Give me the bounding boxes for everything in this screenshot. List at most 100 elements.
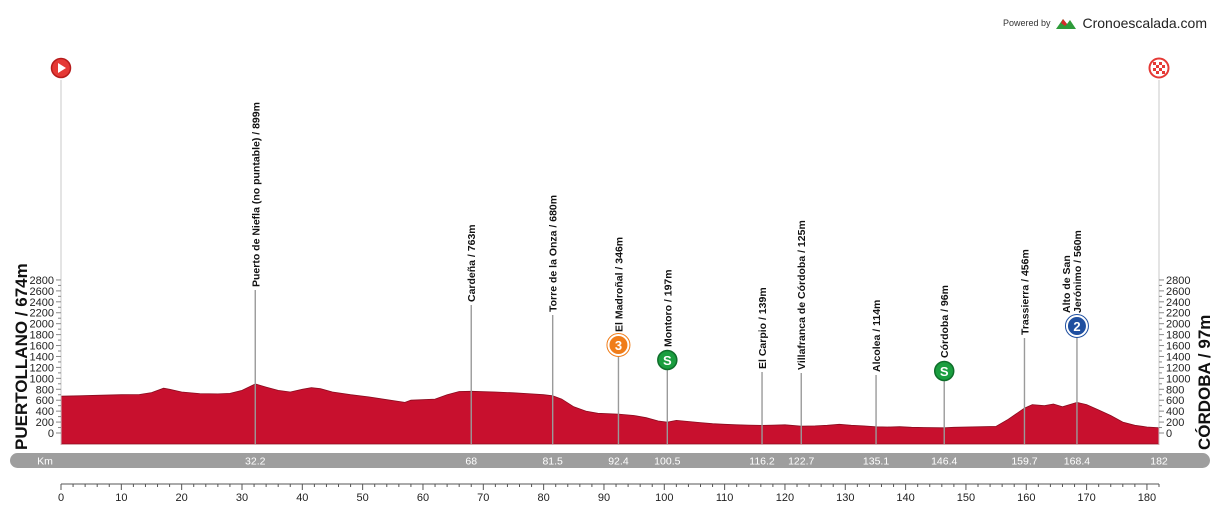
km-bar-label: Km: [37, 456, 53, 468]
y-tick-label-right: 600: [1166, 395, 1184, 407]
profile-point: El Madroñal / 346m 3: [606, 237, 631, 444]
y-tick-label-left: 2400: [30, 297, 54, 309]
km-bar-tick-label: 168.4: [1064, 456, 1090, 468]
y-tick-label-right: 2600: [1166, 286, 1190, 298]
y-tick-label-right: 800: [1166, 384, 1184, 396]
y-tick-label-left: 2600: [30, 286, 54, 298]
point-label: Alto de San: [1061, 255, 1073, 313]
y-tick-label-right: 1600: [1166, 341, 1190, 353]
x-tick-label: 110: [716, 492, 734, 504]
point-label: Jerónimo / 560m: [1072, 230, 1084, 313]
y-tick-label-right: 1200: [1166, 362, 1190, 374]
profile-point: El Carpio / 139m: [757, 287, 769, 444]
finish-checker-square: [1153, 68, 1156, 71]
finish-label: CÓRDOBA / 97m: [1195, 315, 1214, 450]
finish-checker-square: [1153, 62, 1156, 65]
km-bar-tick-label: 122.7: [788, 456, 814, 468]
x-tick-label: 100: [655, 492, 673, 504]
point-label: Alcolea / 114m: [871, 300, 883, 372]
finish-flag-icon: [1148, 57, 1170, 79]
kom-icon-number: 3: [615, 338, 622, 353]
y-tick-label-left: 200: [36, 417, 54, 429]
powered-by-text: Powered by: [1002, 18, 1051, 28]
y-tick-label-right: 1400: [1166, 351, 1190, 363]
x-tick-label: 70: [477, 492, 489, 504]
x-tick-label: 30: [236, 492, 248, 504]
y-tick-label-right: 0: [1166, 428, 1172, 440]
y-tick-label-right: 2200: [1166, 308, 1190, 320]
x-tick-label: 150: [957, 492, 975, 504]
x-tick-label: 40: [296, 492, 308, 504]
km-bar-tick-label: 81.5: [542, 456, 563, 468]
y-tick-label-left: 1400: [30, 351, 54, 363]
y-tick-label-left: 1600: [30, 341, 54, 353]
y-tick-label-left: 2800: [30, 275, 54, 287]
start-label: PUERTOLLANO / 674m: [12, 263, 31, 450]
point-label: Córdoba / 96m: [939, 285, 951, 358]
y-tick-label-left: 1200: [30, 362, 54, 374]
mountain-logo-icon: [1056, 19, 1077, 29]
profile-point: Córdoba / 96m S: [933, 285, 955, 444]
profile-point: Trassierra / 456m: [1019, 249, 1031, 444]
point-label: El Carpio / 139m: [757, 287, 769, 369]
x-tick-label: 90: [598, 492, 610, 504]
y-tick-label-left: 800: [36, 384, 54, 396]
kom-icon-number: 2: [1073, 319, 1080, 334]
x-tick-label: 140: [896, 492, 914, 504]
site-name: Cronoescalada.com: [1082, 15, 1207, 31]
y-tick-label-left: 600: [36, 395, 54, 407]
profile-point: Puerto de Niefla (no puntable) / 899m: [250, 102, 262, 444]
y-tick-label-left: 2200: [30, 308, 54, 320]
km-bar-tick-label: 116.2: [749, 456, 775, 468]
y-tick-label-left: 2000: [30, 319, 54, 331]
point-label: El Madroñal / 346m: [613, 237, 625, 332]
x-tick-label: 130: [836, 492, 854, 504]
km-bar-tick-label: 182: [1150, 456, 1168, 468]
km-bar-tick-label: 135.1: [863, 456, 889, 468]
y-tick-label-left: 1000: [30, 373, 54, 385]
x-tick-label: 60: [417, 492, 429, 504]
x-tick-label: 120: [776, 492, 794, 504]
y-tick-label-right: 2800: [1166, 275, 1190, 287]
profile-point: Cardeña / 763m: [466, 224, 478, 444]
kom-icon-ring: [606, 333, 631, 357]
point-label: Montoro / 197m: [662, 269, 674, 347]
x-tick-label: 50: [357, 492, 369, 504]
kom-icon: [1065, 315, 1088, 337]
y-tick-label-left: 1800: [30, 330, 54, 342]
km-bar-tick-label: 100.5: [654, 456, 680, 468]
finish-checker-square: [1162, 71, 1165, 74]
sprint-icon-letter: S: [940, 364, 949, 379]
x-tick-label: 10: [115, 492, 127, 504]
x-tick-label: 0: [58, 492, 64, 504]
point-label: Trassierra / 456m: [1019, 249, 1031, 335]
y-tick-label-right: 200: [1166, 417, 1184, 429]
finish-checker-square: [1156, 65, 1159, 68]
y-tick-label-left: 400: [36, 406, 54, 418]
y-tick-label-left: 0: [48, 428, 54, 440]
sprint-icon: [933, 360, 955, 382]
x-tick-label: 170: [1077, 492, 1095, 504]
kom-icon-ring: [1064, 314, 1089, 338]
km-bar-tick-label: 92.4: [608, 456, 629, 468]
y-tick-label-right: 1800: [1166, 330, 1190, 342]
finish-checker-square: [1159, 62, 1162, 65]
km-bar-tick-label: 146.4: [931, 456, 957, 468]
km-bar-tick-label: 32.2: [245, 456, 266, 468]
point-label: Puerto de Niefla (no puntable) / 899m: [250, 102, 262, 287]
km-bar-tick-label: 159.7: [1011, 456, 1037, 468]
start-play-icon: [58, 63, 66, 73]
finish-checker-square: [1159, 68, 1162, 71]
sprint-icon-letter: S: [663, 353, 672, 368]
y-tick-label-right: 1000: [1166, 373, 1190, 385]
finish-checker-square: [1162, 65, 1165, 68]
profile-point: Villafranca de Córdoba / 125m: [796, 220, 808, 444]
y-tick-label-right: 2400: [1166, 297, 1190, 309]
y-tick-label-right: 2000: [1166, 319, 1190, 331]
point-label: Cardeña / 763m: [466, 224, 478, 302]
y-tick-label-right: 400: [1166, 406, 1184, 418]
point-label: Torre de la Onza / 680m: [548, 195, 560, 312]
km-bar-tick-label: 68: [465, 456, 477, 468]
point-label: Villafranca de Córdoba / 125m: [796, 220, 808, 370]
